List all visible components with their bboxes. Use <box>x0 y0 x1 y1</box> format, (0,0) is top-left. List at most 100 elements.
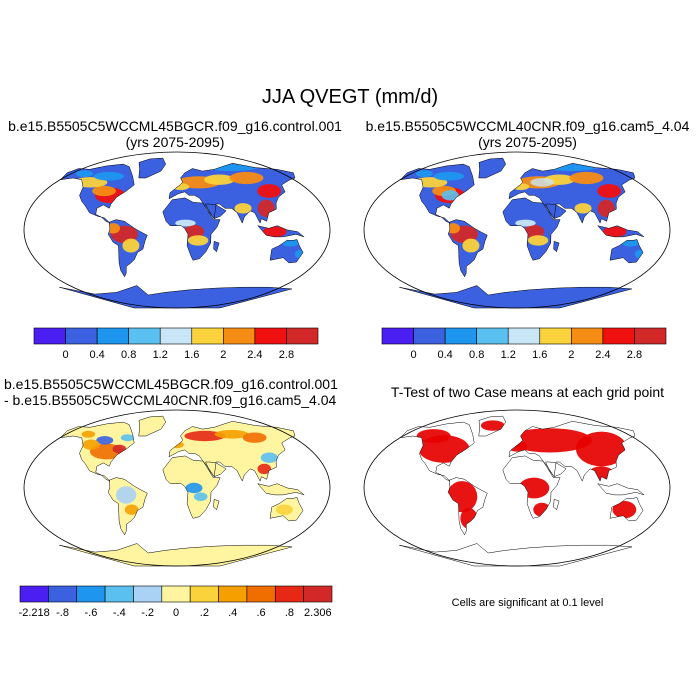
field-shading <box>229 171 264 185</box>
colorbar-box <box>159 327 193 345</box>
coastline-africa <box>502 455 561 519</box>
land-madagascar <box>213 499 220 510</box>
colorbar-box <box>274 585 304 603</box>
colorbar-tick-label: 0 <box>410 349 416 361</box>
coastline-antarctica <box>399 285 633 309</box>
colorbar-top-right: 0 0.4 0.8 1.2 1.6 2 2.4 2.8 <box>381 327 667 361</box>
panel-title-bottom-right: T-Test of two Case means at each grid po… <box>355 384 700 400</box>
colorbar-tick-label: 2 <box>220 349 226 361</box>
coastline-africa <box>162 197 221 261</box>
field-shading <box>82 439 100 450</box>
field-shading <box>480 420 505 431</box>
coastline-south-america <box>107 477 148 536</box>
field-shading <box>257 184 282 198</box>
panel-title-line: (yrs 2075-2095) <box>478 134 577 150</box>
coastline-madagascar <box>213 240 220 253</box>
colorbar-tick-label: 0 <box>62 349 68 361</box>
figure-title: JJA QVEGT (mm/d) <box>261 86 439 108</box>
map-border <box>23 151 331 309</box>
colorbar-tick-label: -.4 <box>113 607 126 619</box>
field-shading <box>602 226 627 237</box>
field-shading <box>75 170 93 178</box>
colorbar-box <box>218 585 248 603</box>
coastline-africa <box>162 455 221 519</box>
coastline-arabia <box>545 461 567 478</box>
colorbar-box <box>303 585 333 603</box>
colorbar-box <box>133 585 163 603</box>
coastline-australia <box>609 497 644 522</box>
field-shading <box>242 432 267 443</box>
field-shading <box>275 504 293 515</box>
coastline-north-america <box>59 421 135 482</box>
coastline-australia <box>269 239 304 264</box>
map-border <box>363 409 671 567</box>
colorbar-box <box>161 585 191 603</box>
field-shading <box>462 238 480 253</box>
colorbar-box <box>19 585 49 603</box>
panel-title-line: T-Test of two Case means at each grid po… <box>390 384 665 400</box>
field-shading <box>93 171 125 181</box>
field-shading <box>262 226 287 237</box>
colorbar-tick-label: 2.8 <box>627 349 642 361</box>
field-shading <box>81 430 96 438</box>
map-border <box>363 151 671 309</box>
colorbar-tick-label: -.6 <box>84 607 97 619</box>
coastline-south-america <box>447 477 488 536</box>
colorbar-tick-label: 1.6 <box>184 349 199 361</box>
map-bottom-left <box>23 409 331 567</box>
colorbar-box <box>634 327 667 345</box>
coastline-south-america <box>107 219 148 278</box>
field-shading <box>124 504 139 515</box>
colorbar-box <box>254 327 287 345</box>
land-greenland <box>138 158 166 178</box>
field-shading <box>622 239 640 247</box>
field-shading <box>282 239 300 247</box>
field-shading <box>257 463 272 475</box>
field-shading <box>446 223 461 234</box>
coastline-indonesia <box>596 483 645 496</box>
coastline-antarctica <box>59 543 293 567</box>
land-madagascar <box>553 241 560 252</box>
field-shading <box>193 492 208 501</box>
coastline-north-america <box>399 163 475 224</box>
field-shading <box>260 452 278 463</box>
land-arabia <box>205 462 227 477</box>
coastline-south-america <box>447 219 488 278</box>
coastline-indonesia <box>256 225 305 238</box>
coastline-arabia <box>205 461 227 478</box>
colorbar-box <box>96 327 129 345</box>
colorbar-tick-label: 2.306 <box>304 607 332 619</box>
colorbar-tick-label: -2.218 <box>19 607 50 619</box>
panel-title-line: b.e15.B5505C5WCCML45BGCR.f09_g16.control… <box>8 118 342 134</box>
colorbar-box <box>602 327 635 345</box>
coastline-arabia <box>545 203 567 220</box>
land-madagascar <box>213 241 220 252</box>
colorbar-box <box>381 327 414 345</box>
colorbar-box <box>65 327 98 345</box>
colorbar-tick-label: -.8 <box>56 607 69 619</box>
coastline-antarctica <box>399 543 633 567</box>
field-shading <box>433 171 465 181</box>
field-shading <box>597 184 622 198</box>
colorbar-tick-label: -.2 <box>141 607 154 619</box>
field-shading <box>92 185 116 197</box>
colorbar-tick-label: 2.4 <box>247 349 262 361</box>
colorbar-box <box>76 585 106 603</box>
colorbar-tick-label: 0.8 <box>469 349 484 361</box>
map-bottom-right <box>363 409 671 567</box>
colorbar-tick-label: 2.4 <box>595 349 610 361</box>
field-shading <box>515 219 536 227</box>
land-indonesia <box>257 483 305 495</box>
coastline-north-america <box>399 421 475 482</box>
coastline-north-america <box>59 163 135 224</box>
colorbar-box <box>128 327 161 345</box>
colorbar-tick-label: 0.4 <box>437 349 452 361</box>
field-shading <box>612 501 637 519</box>
colorbar-tick-label: .6 <box>256 607 265 619</box>
panel-title-top-right: b.e15.B5505C5WCCML40CNR.f09_g16.cam5_4.0… <box>355 118 700 150</box>
field-shading <box>415 170 433 178</box>
colorbar-tick-label: .4 <box>228 607 237 619</box>
coastline-greenland <box>478 157 506 179</box>
coastline-australia <box>269 497 304 522</box>
field-shading <box>527 235 549 246</box>
